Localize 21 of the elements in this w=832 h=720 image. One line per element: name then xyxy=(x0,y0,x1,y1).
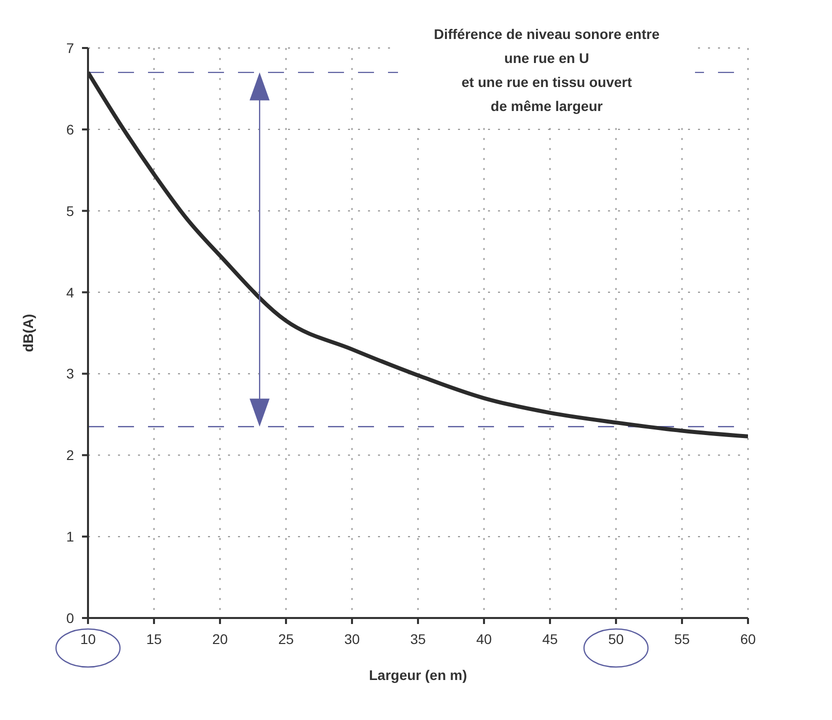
x-tick-label: 45 xyxy=(542,630,558,647)
y-tick-label: 0 xyxy=(66,610,74,626)
x-tick-label: 15 xyxy=(146,630,162,647)
x-tick-label: 25 xyxy=(278,630,294,647)
x-tick-label: 20 xyxy=(212,630,228,647)
y-tick-label: 3 xyxy=(66,366,74,382)
y-tick-label: 4 xyxy=(66,284,74,300)
x-tick-label: 40 xyxy=(476,630,492,647)
x-tick-label: 35 xyxy=(410,630,426,647)
y-tick-label: 5 xyxy=(66,202,74,219)
x-axis-title: Largeur (en m) xyxy=(368,667,468,683)
y-tick-label: 7 xyxy=(66,40,74,56)
x-tick-label: 55 xyxy=(674,630,690,647)
y-tick-label: 2 xyxy=(66,447,74,464)
y-axis-title: dB(A) xyxy=(20,314,36,352)
x-tick-label: 60 xyxy=(740,630,756,647)
y-tick-label: 1 xyxy=(66,528,74,545)
x-tick-label: 50 xyxy=(608,630,624,647)
x-tick-label: 10 xyxy=(80,630,96,647)
x-tick-label: 30 xyxy=(344,630,360,647)
y-tick-label: 6 xyxy=(66,121,74,138)
